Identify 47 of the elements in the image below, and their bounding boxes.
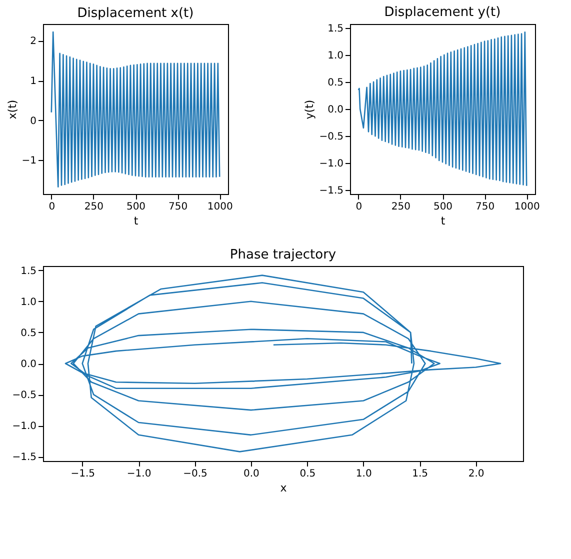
y-tick-label: −1 <box>22 156 36 167</box>
x-tick-label: 0.0 <box>244 468 260 480</box>
y-tick-label: −1.5 <box>319 186 344 197</box>
y-tick-label: −1.5 <box>12 452 36 464</box>
y-tick-label: 1.5 <box>20 266 36 277</box>
y-tick-label: −0.5 <box>12 390 36 402</box>
x-tick-label: 500 <box>126 202 146 212</box>
chart-title: Displacement x(t) <box>77 6 194 21</box>
x-tick-label: 250 <box>84 202 104 212</box>
x-tick-label: −1.0 <box>126 468 152 480</box>
y-tick-label: 1.0 <box>20 296 36 308</box>
x-tick-label: 1.5 <box>412 468 428 480</box>
y-axis-title: x(t) <box>6 100 19 120</box>
line-series <box>358 31 528 187</box>
y-tick-label: 0.5 <box>20 328 36 339</box>
x-tick-label: 0.5 <box>300 468 316 480</box>
y-tick-label: −0.5 <box>319 132 344 143</box>
x-axis-title: t <box>134 214 139 228</box>
x-tick-label: 750 <box>476 202 495 212</box>
y-tick-label: 1.5 <box>328 23 344 34</box>
x-tick-label: 500 <box>433 202 453 212</box>
y-tick-label: 0.0 <box>328 104 344 116</box>
x-tick-label: 0 <box>48 202 56 212</box>
line-series <box>64 274 502 452</box>
x-tick-label: 0 <box>356 202 362 212</box>
y-tick-label: 0 <box>30 116 36 127</box>
x-tick-label: 2.0 <box>468 468 484 480</box>
y-tick-label: 0.0 <box>20 359 36 370</box>
x-axis-title: t <box>440 214 446 228</box>
y-tick-label: 0.5 <box>328 77 344 88</box>
line-series <box>50 31 220 188</box>
x-tick-label: 250 <box>391 202 410 212</box>
y-axis-title: y(t) <box>303 100 316 120</box>
y-tick-label: −1.0 <box>319 158 344 170</box>
x-tick-label: 1.0 <box>356 468 372 480</box>
y-tick-label: 1.0 <box>328 50 344 62</box>
x-tick-label: −0.5 <box>183 468 208 480</box>
chart-title: Phase trajectory <box>230 247 336 262</box>
y-tick-label: 1 <box>30 76 36 88</box>
chart-title: Displacement y(t) <box>384 4 501 20</box>
x-tick-label: −1.5 <box>70 468 95 480</box>
x-axis-title: x <box>280 482 288 494</box>
x-tick-label: 750 <box>168 202 188 212</box>
y-tick-label: −1.0 <box>12 421 36 432</box>
x-tick-label: 1000 <box>514 202 540 212</box>
x-tick-label: 1000 <box>207 202 233 212</box>
y-tick-label: 2 <box>30 36 36 48</box>
